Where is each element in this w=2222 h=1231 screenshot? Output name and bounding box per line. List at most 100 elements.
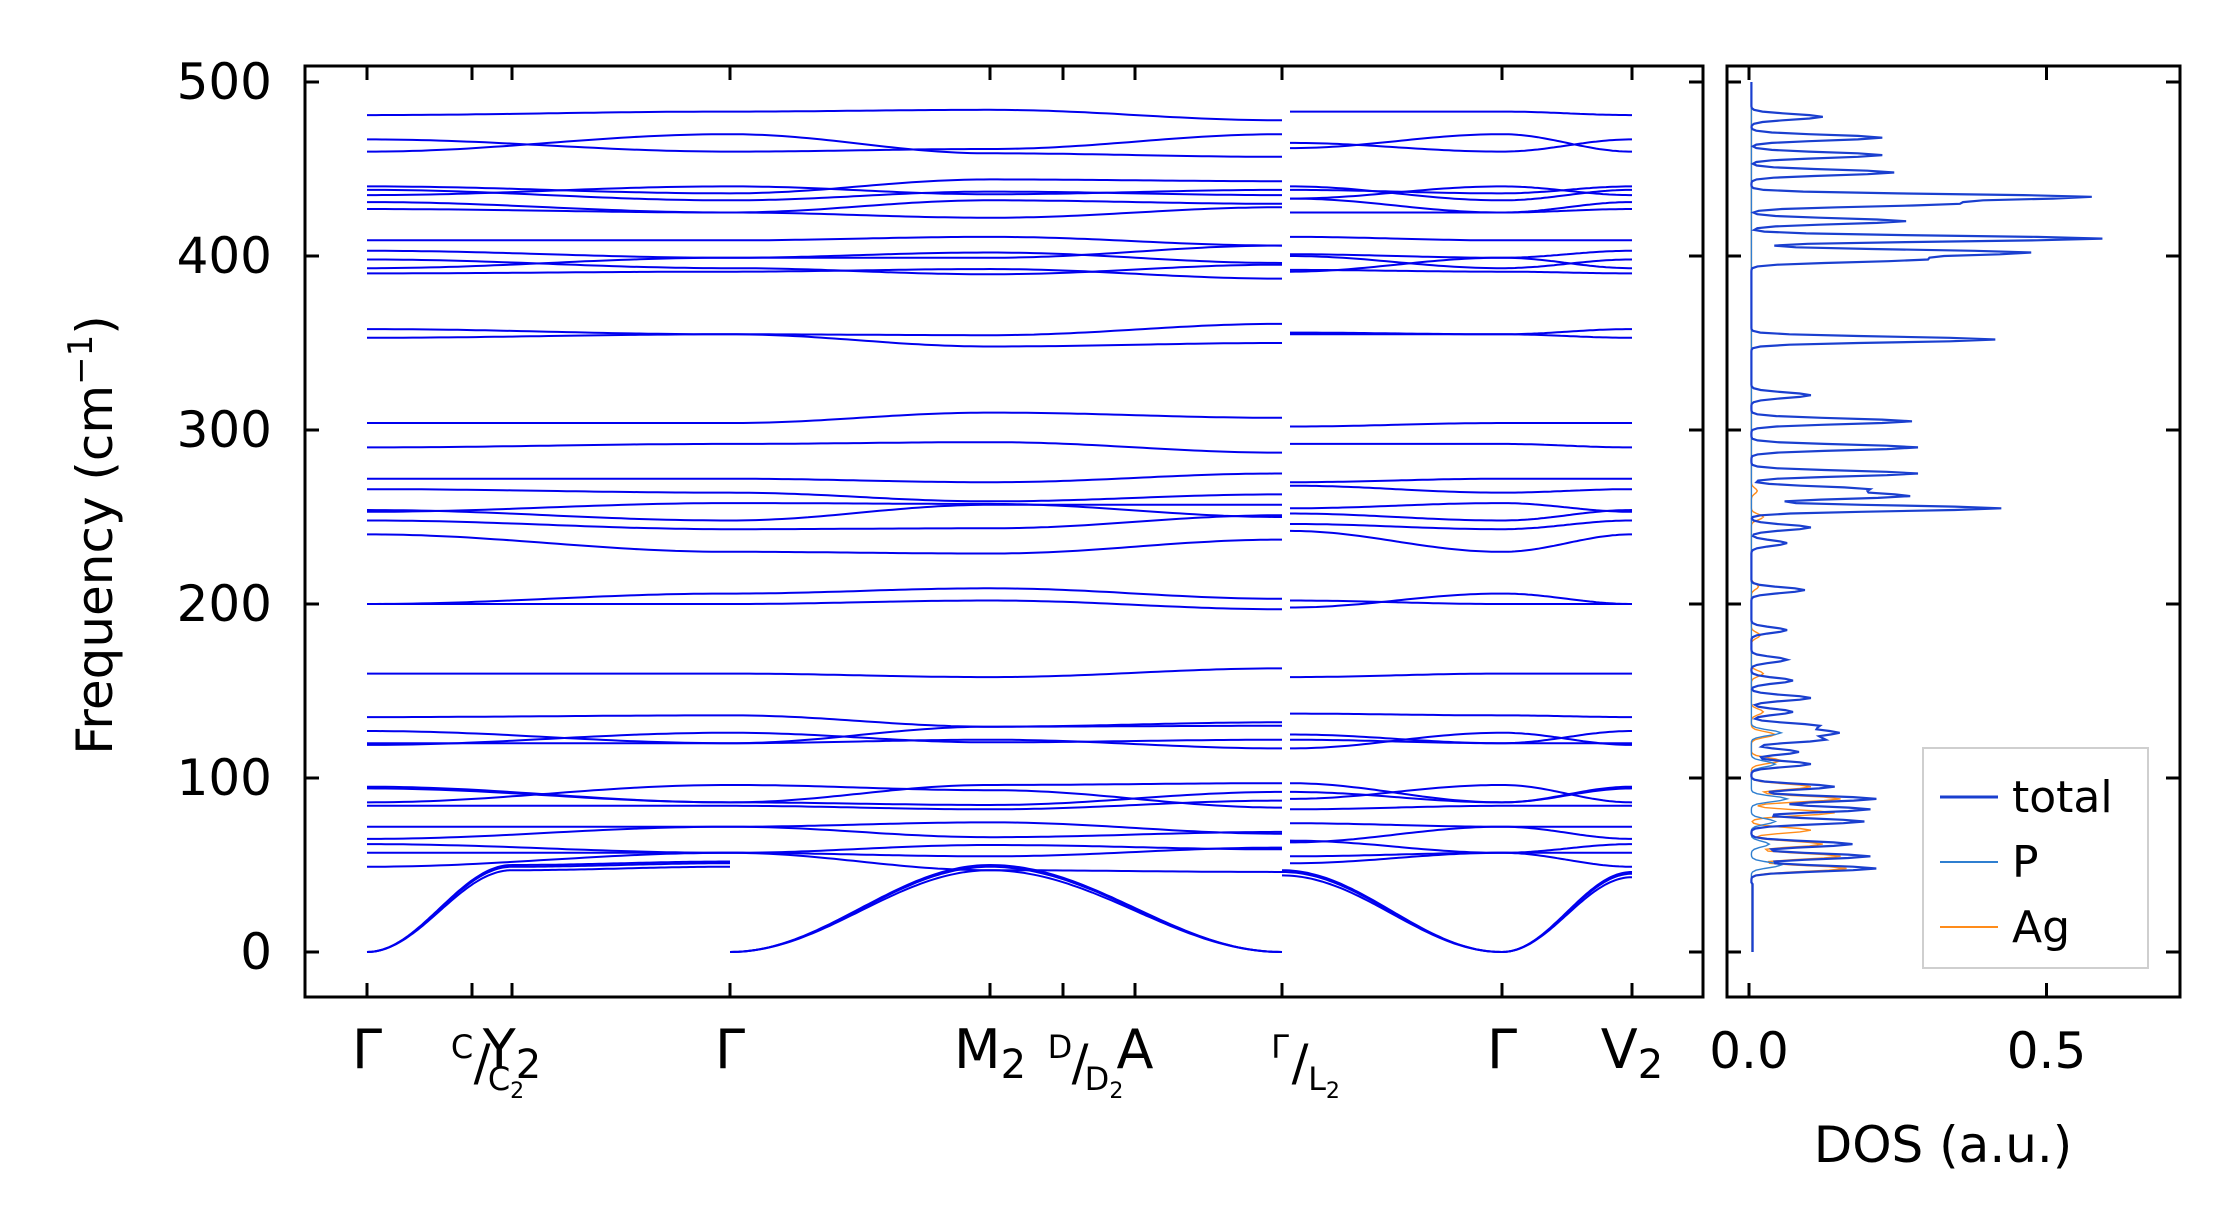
- band-x-tick-label: A: [1117, 1018, 1154, 1081]
- band-line: [367, 138, 730, 153]
- svg-text:A: A: [1117, 1018, 1154, 1081]
- dos-x-axis-title: DOS (a.u.): [1814, 1116, 2073, 1174]
- band-x-tick-label: Γ: [1487, 1018, 1517, 1081]
- band-lines: [366, 108, 1633, 953]
- band-line: [1502, 843, 1632, 854]
- band-line: [730, 441, 990, 445]
- band-line: [990, 782, 1282, 786]
- band-line: [1502, 188, 1632, 202]
- band-line: [1502, 328, 1632, 336]
- band-line: [990, 599, 1282, 611]
- band-line: [730, 148, 990, 153]
- band-line: [729, 491, 990, 503]
- y-axis-title: Frequency (cm−1): [61, 315, 124, 755]
- svg-text:D: D: [1048, 1028, 1073, 1066]
- svg-text:D2: D2: [1085, 1060, 1124, 1104]
- band-line: [730, 267, 990, 276]
- svg-text:C2: C2: [488, 1060, 524, 1104]
- band-line: [367, 533, 730, 553]
- band-line: [990, 263, 1282, 276]
- band-line: [1502, 201, 1632, 214]
- band-x-tick-label: V2: [1601, 1018, 1663, 1088]
- band-line: [730, 550, 990, 555]
- legend-label-total: total: [2012, 772, 2113, 823]
- band-line: [367, 249, 730, 259]
- band-line: [990, 251, 1283, 264]
- band-line: [1290, 133, 1502, 150]
- band-line: [1290, 804, 1502, 811]
- band-line: [1290, 253, 1502, 259]
- y-tick-labels: 0 100 200 300 400 500: [177, 53, 272, 981]
- band-line: [367, 488, 730, 494]
- band-line: [1501, 871, 1632, 953]
- band-line: [367, 843, 730, 854]
- band-line: [1290, 422, 1502, 428]
- band-x-tick-label: Y2: [482, 1018, 541, 1088]
- band-line: [366, 864, 513, 953]
- band-line: [730, 821, 990, 828]
- band-line: [989, 869, 1283, 953]
- band-line: [367, 825, 730, 840]
- svg-text:Y2: Y2: [482, 1018, 541, 1088]
- band-line: [1290, 255, 1502, 270]
- band-line: [1290, 733, 1502, 745]
- band-line: [730, 804, 990, 811]
- band-line: [990, 493, 1282, 503]
- band-line: [990, 133, 1282, 150]
- band-line: [990, 206, 1282, 219]
- svg-text:/: /: [1072, 1034, 1089, 1092]
- band-line: [1290, 782, 1503, 804]
- band-line: [730, 527, 990, 531]
- band-line: [1502, 258, 1632, 270]
- band-line: [990, 844, 1282, 851]
- band-line: [1281, 874, 1503, 953]
- band-line: [367, 188, 730, 202]
- band-line: [730, 211, 990, 219]
- band-line: [730, 714, 990, 728]
- band-line: [1290, 188, 1502, 195]
- band-line: [1502, 488, 1632, 494]
- band-line: [730, 801, 990, 806]
- band-line: [1290, 672, 1502, 679]
- band-line: [1290, 185, 1502, 202]
- band-line: [367, 592, 730, 605]
- band-line: [1289, 256, 1503, 273]
- band-line: [1290, 484, 1502, 494]
- band-line: [1502, 249, 1632, 259]
- band-line: [990, 190, 1282, 197]
- band-line: [1502, 825, 1632, 840]
- dos-line-ag: [1750, 82, 1847, 952]
- band-line: [367, 519, 730, 531]
- dos-x-tick-label: 0.0: [1709, 1022, 1789, 1080]
- band-line: [1290, 825, 1502, 844]
- band-line: [730, 185, 990, 196]
- band-line: [1290, 599, 1502, 605]
- band-line: [1502, 270, 1632, 275]
- band-line: [730, 672, 990, 679]
- band-line: [367, 714, 730, 719]
- band-line: [1289, 529, 1502, 553]
- band-line: [990, 441, 1282, 454]
- band-line: [1290, 331, 1502, 336]
- svg-text:/: /: [1292, 1034, 1309, 1092]
- band-line: [990, 411, 1282, 419]
- band-x-tick-label: D/D2: [1048, 1028, 1124, 1104]
- band-line: [367, 185, 731, 195]
- dos-plot-frame: [1725, 64, 2182, 999]
- band-line: [730, 333, 990, 337]
- band-line: [1502, 851, 1632, 868]
- band-line: [730, 190, 990, 202]
- band-line: [1290, 512, 1502, 522]
- legend-box: [1922, 747, 2149, 969]
- band-line: [367, 110, 730, 117]
- band-line: [1290, 523, 1502, 531]
- y-tick-label: 0: [240, 923, 272, 981]
- band-line: [990, 538, 1282, 555]
- band-line: [1502, 133, 1632, 153]
- band-line: [990, 235, 1283, 247]
- band-line: [990, 152, 1282, 158]
- legend-label-ag: Ag: [2012, 902, 2070, 953]
